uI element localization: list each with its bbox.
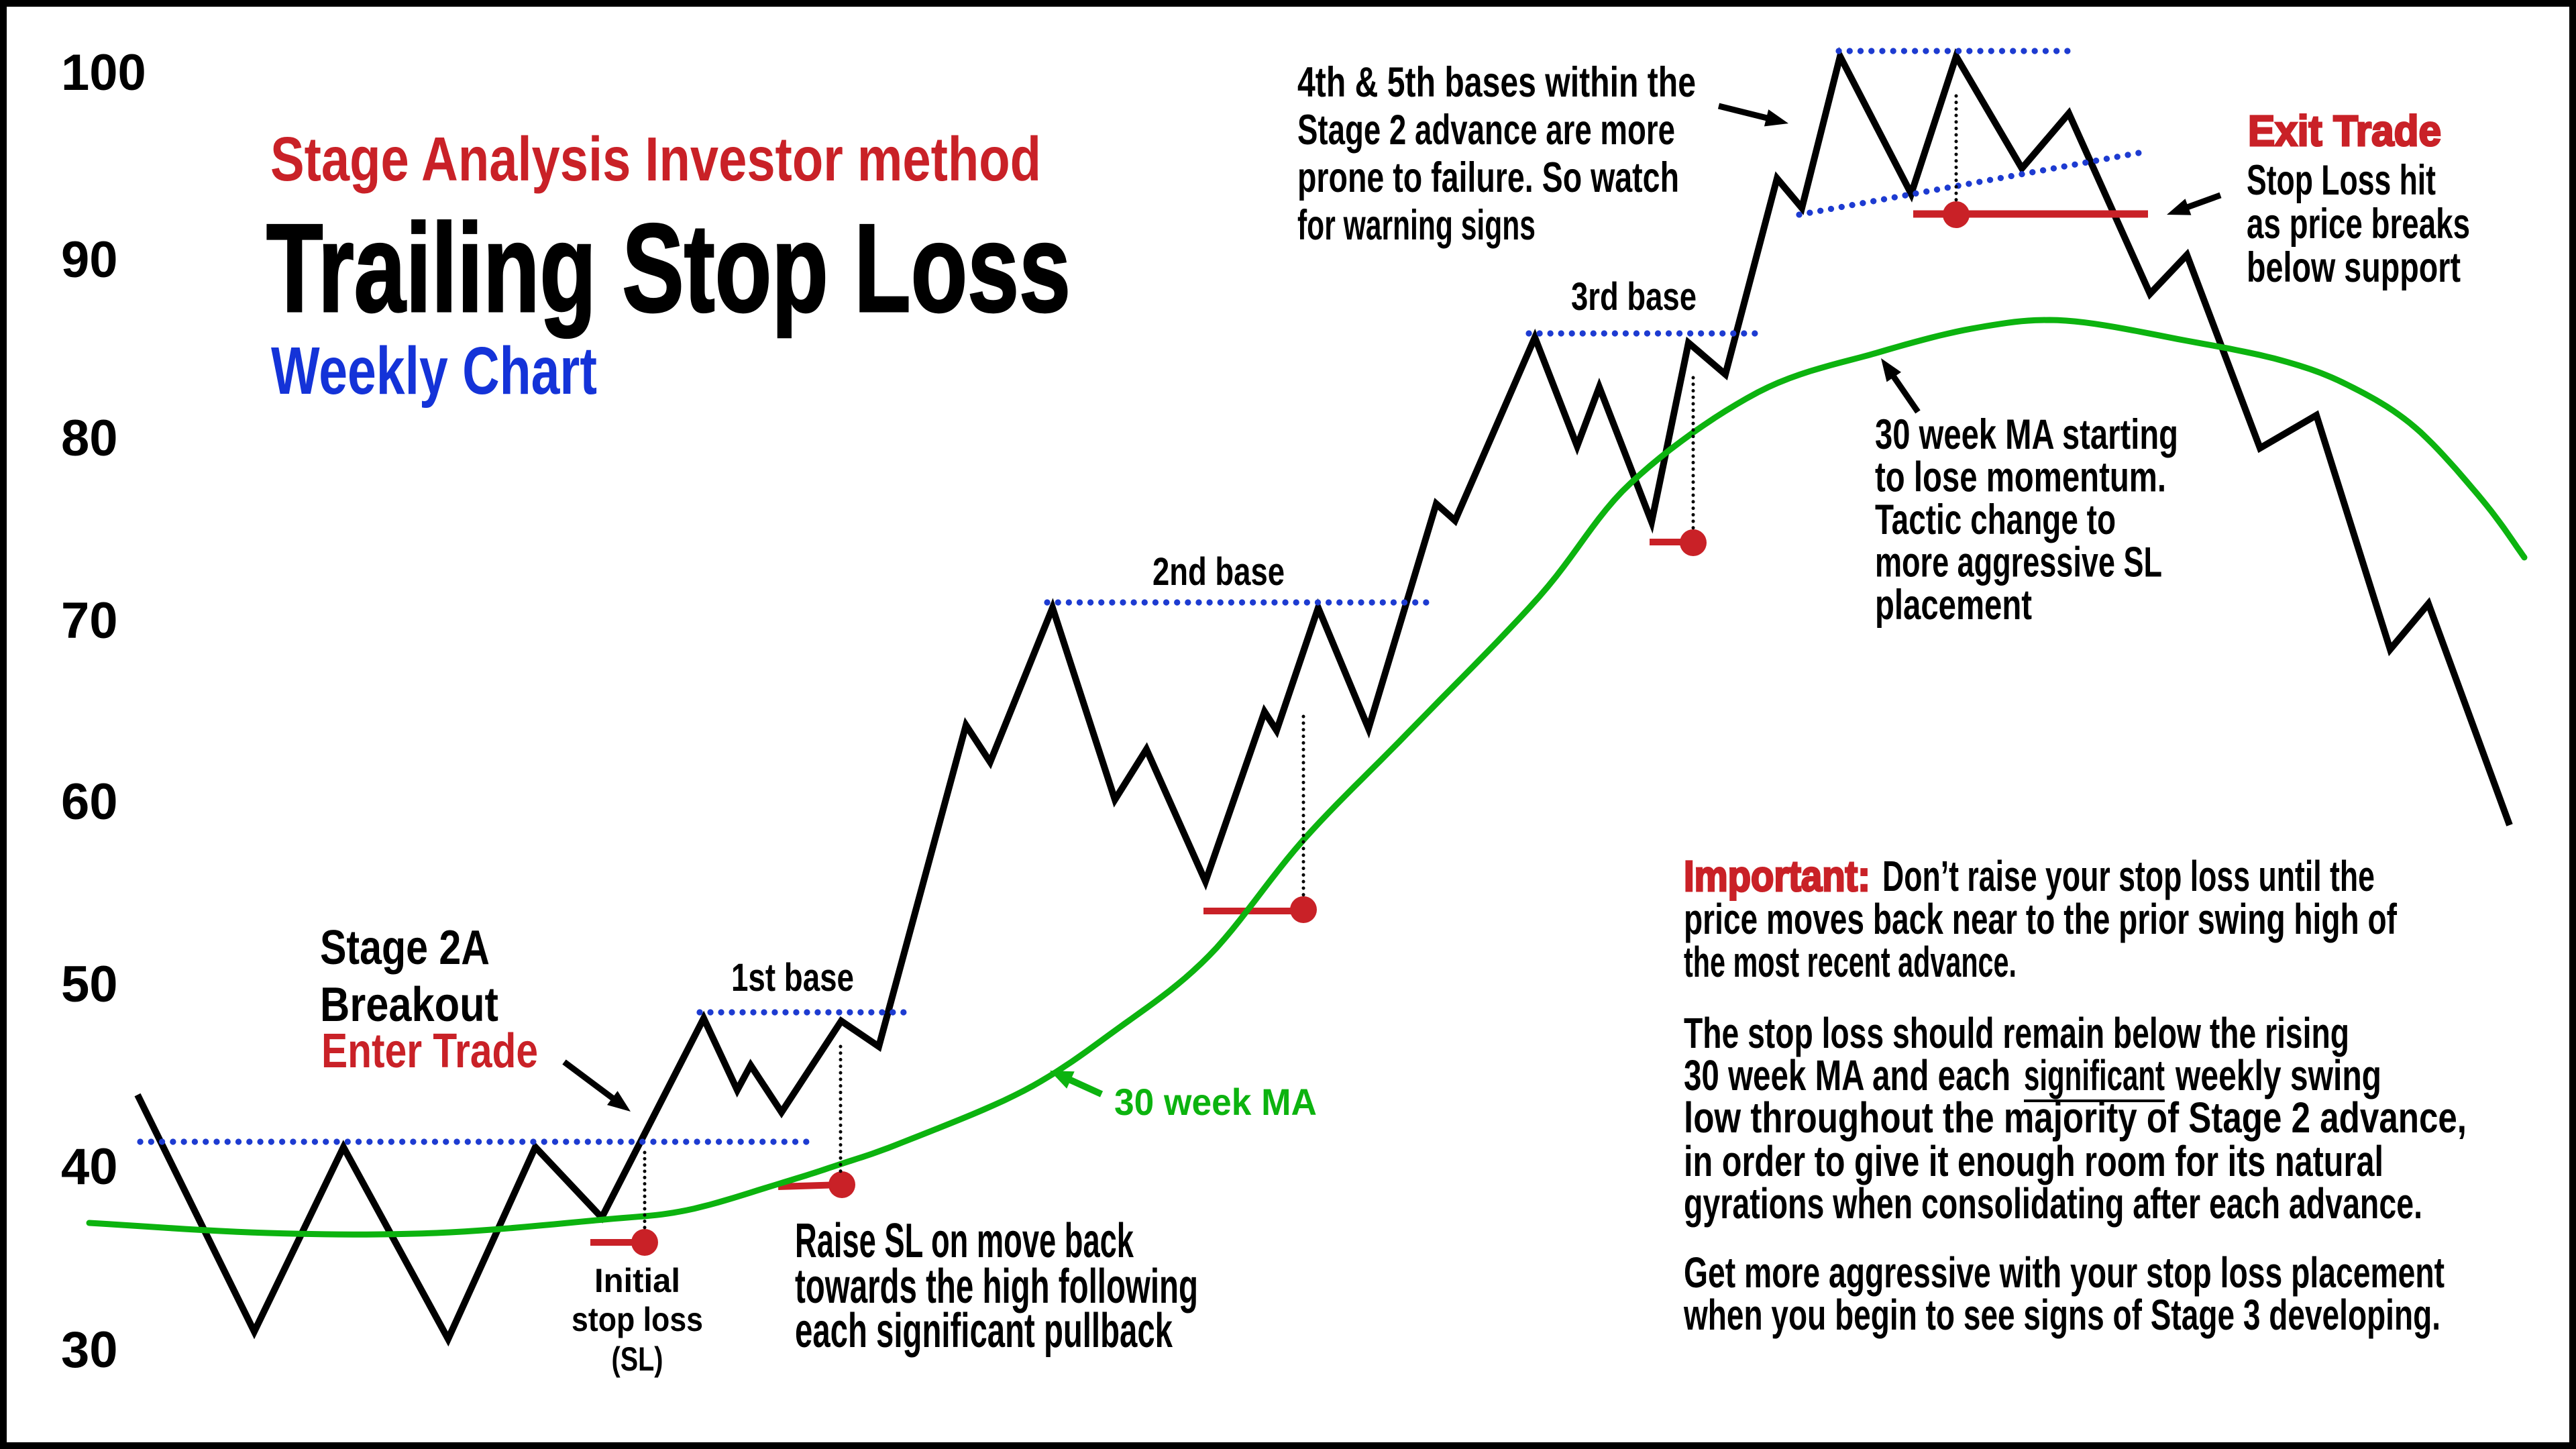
svg-text:40: 40 (61, 1138, 118, 1195)
svg-text:Weekly Chart: Weekly Chart (271, 333, 597, 409)
svg-text:gyrations when consolidating a: gyrations when consolidating after each … (1684, 1179, 2422, 1228)
svg-text:towards the high following: towards the high following (795, 1260, 1198, 1313)
svg-text:prone to failure. So watch: prone to failure. So watch (1297, 154, 1679, 201)
svg-text:Stop Loss hit: Stop Loss hit (2247, 157, 2436, 204)
svg-text:Stage 2A: Stage 2A (320, 921, 490, 975)
svg-text:4th & 5th bases within the: 4th & 5th bases within the (1297, 59, 1696, 106)
svg-text:100: 100 (61, 44, 146, 101)
svg-text:Exit Trade: Exit Trade (2248, 107, 2441, 155)
svg-text:70: 70 (61, 592, 118, 649)
svg-text:(SL): (SL) (612, 1340, 663, 1378)
svg-text:30 week MA starting: 30 week MA starting (1875, 411, 2178, 458)
svg-text:80: 80 (61, 410, 118, 467)
svg-text:Raise SL on move back: Raise SL on move back (795, 1214, 1134, 1268)
svg-text:below support: below support (2247, 244, 2461, 291)
svg-text:60: 60 (61, 773, 118, 830)
svg-text:significant: significant (2024, 1051, 2165, 1099)
svg-text:1st base: 1st base (731, 956, 854, 1000)
svg-text:Don’t raise your stop loss unt: Don’t raise your stop loss until the (1882, 852, 2375, 900)
svg-text:Get more aggressive with your: Get more aggressive with your stop loss … (1684, 1248, 2445, 1297)
svg-text:Initial: Initial (594, 1262, 680, 1299)
svg-text:2nd base: 2nd base (1152, 550, 1285, 594)
svg-text:Tactic change to: Tactic change to (1875, 496, 2116, 543)
svg-text:placement: placement (1875, 582, 2032, 629)
svg-text:Important:: Important: (1684, 852, 1870, 900)
svg-text:the most recent advance.: the most recent advance. (1684, 938, 2017, 986)
svg-text:50: 50 (61, 956, 118, 1013)
svg-text:30 week MA and each: 30 week MA and each (1684, 1051, 2010, 1099)
svg-text:when you begin to see signs of: when you begin to see signs of Stage 3 d… (1683, 1291, 2440, 1339)
svg-text:Enter Trade: Enter Trade (321, 1024, 538, 1078)
svg-text:price moves back near to the p: price moves back near to the prior swing… (1684, 895, 2397, 943)
svg-text:Stage 2 advance are more: Stage 2 advance are more (1297, 107, 1675, 154)
svg-text:Trailing Stop Loss: Trailing Stop Loss (266, 198, 1071, 338)
svg-text:The stop loss should remain be: The stop loss should remain below the ri… (1684, 1009, 2349, 1057)
svg-text:Breakout: Breakout (320, 978, 498, 1032)
svg-text:90: 90 (61, 231, 118, 288)
svg-text:3rd base: 3rd base (1571, 275, 1697, 319)
svg-text:Stage Analysis Investor method: Stage Analysis Investor method (270, 124, 1041, 194)
svg-text:weekly swing: weekly swing (2175, 1051, 2381, 1099)
svg-text:stop loss: stop loss (572, 1301, 703, 1338)
svg-text:30: 30 (61, 1322, 118, 1379)
svg-text:in order to give it enough roo: in order to give it enough room for its … (1684, 1137, 2383, 1185)
svg-text:as price breaks: as price breaks (2247, 201, 2470, 248)
svg-text:each significant pullback: each significant pullback (795, 1304, 1173, 1358)
svg-text:for warning signs: for warning signs (1297, 202, 1536, 249)
svg-text:more aggressive SL: more aggressive SL (1875, 539, 2162, 586)
svg-text:30 week MA: 30 week MA (1114, 1081, 1317, 1123)
svg-text:to lose momentum.: to lose momentum. (1875, 454, 2166, 501)
